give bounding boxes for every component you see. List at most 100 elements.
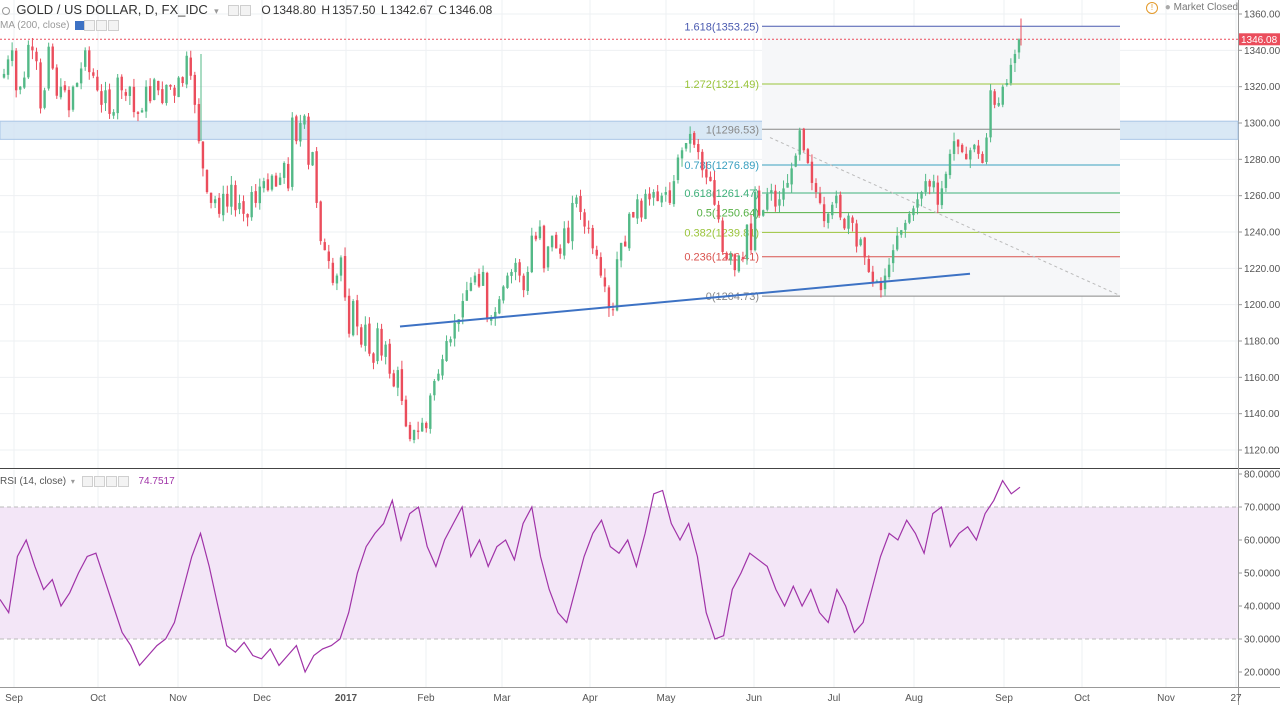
candle-body [575, 197, 578, 204]
candle-body [713, 180, 716, 205]
price-tick-label: 1360.00 [1244, 10, 1280, 21]
candle-body [173, 87, 176, 96]
trendline[interactable] [399, 272, 971, 328]
candle-body [652, 192, 655, 198]
candle-body [6, 59, 10, 75]
candle-body [1005, 83, 1009, 85]
time-tick-label: Jul [828, 693, 841, 704]
candlestick-series [0, 18, 1238, 444]
candle-body [912, 208, 915, 216]
rsi-value: 74.7517 [138, 476, 175, 488]
candle-body [55, 67, 58, 96]
settings-icon[interactable] [84, 20, 96, 31]
candle-body [725, 252, 728, 260]
candle-body [96, 76, 99, 91]
candle-body [741, 257, 745, 260]
candle-body [559, 248, 562, 254]
market-status[interactable]: ! ● Market Closed [1146, 2, 1238, 14]
time-tick-label: Apr [582, 693, 598, 704]
rsi-tick-label: 50.0000 [1244, 569, 1280, 580]
fib-level-label: 0.236(1226.41) [684, 252, 759, 264]
price-tick-label: 1200.00 [1244, 300, 1280, 311]
candle-body [896, 235, 899, 250]
candle-body [327, 251, 330, 262]
time-tick-label: Sep [5, 693, 23, 704]
status-dot-icon: ● [1164, 2, 1171, 13]
candle-body [790, 168, 793, 185]
plus-icon[interactable] [105, 476, 117, 487]
candle-body [867, 259, 870, 272]
time-tick-label: 2017 [335, 693, 358, 704]
candle-body [729, 253, 732, 261]
candle-body [798, 130, 801, 155]
eye-icon[interactable] [228, 5, 239, 17]
candle-body [201, 141, 205, 169]
eye-icon[interactable] [81, 476, 93, 487]
candle-body [27, 44, 30, 78]
time-tick-label: Sep [995, 693, 1013, 704]
candle-body [1009, 64, 1013, 84]
candle-body [331, 262, 335, 283]
chevron-down-icon[interactable]: ▾ [214, 6, 219, 16]
candle-body [802, 128, 806, 151]
rsi-axis[interactable]: 20.0000 30.0000 40.0000 50.0000 60.0000 70.00… [1238, 470, 1280, 679]
settings-icon[interactable] [93, 476, 105, 487]
candle-body [104, 90, 107, 104]
plus-icon[interactable] [96, 20, 108, 31]
candle-body [266, 179, 270, 191]
fibonacci-retracement[interactable]: 1.618(1353.25) 1.272(1321.49) 1(1296.53) 0.… [684, 21, 1121, 303]
rsi-label[interactable]: RSI (14, close) [0, 476, 67, 488]
close-icon[interactable] [117, 476, 129, 487]
candle-body [766, 193, 769, 210]
price-axis[interactable]: 1120.00 1140.00 1160.00 1180.00 1200.00 1220.… [1238, 10, 1280, 457]
candle-body [63, 85, 67, 91]
candle-body [185, 55, 188, 85]
settings-icon[interactable] [240, 5, 251, 17]
candle-body [303, 115, 306, 125]
candle-body [985, 137, 988, 162]
candle-body [538, 226, 542, 239]
candle-body [88, 50, 91, 73]
rsi-tick-label: 60.0000 [1244, 536, 1280, 547]
candle-body [437, 373, 440, 381]
candle-body [721, 220, 724, 252]
candle-body [368, 323, 371, 354]
time-axis[interactable]: Sep Oct Nov Dec 2017 Feb Mar Apr May Jun Jul Aug Sep… [5, 693, 1242, 704]
rsi-polyline [0, 479, 1021, 674]
candle-body [749, 223, 753, 251]
candle-body [230, 184, 233, 207]
price-tick-label: 1280.00 [1244, 155, 1280, 166]
candle-body [84, 50, 87, 67]
symbol-title[interactable]: GOLD / US DOLLAR, D, FX_IDC [16, 2, 208, 17]
collapse-icon[interactable] [2, 6, 10, 15]
candle-body [396, 370, 400, 388]
candle-body [43, 90, 46, 108]
candle-body [433, 380, 436, 396]
candle-body [376, 328, 379, 362]
candle-body [392, 373, 395, 387]
chevron-down-icon[interactable]: ▾ [70, 477, 75, 487]
candle-body [19, 86, 22, 90]
price-tick-label: 1180.00 [1244, 337, 1280, 348]
candle-body [59, 86, 63, 98]
eye-icon[interactable] [75, 21, 85, 30]
time-tick-label: Oct [1074, 693, 1090, 704]
candle-body [335, 275, 339, 284]
ma-label[interactable]: MA (200, close) [0, 20, 70, 32]
candle-body [23, 77, 26, 88]
candle-body [757, 190, 761, 216]
candle-body [774, 190, 777, 207]
candle-body [632, 212, 635, 218]
candle-body [445, 341, 448, 361]
candle-body [822, 204, 826, 222]
candle-body [299, 123, 302, 142]
last-price-label: 1346.08 [1241, 35, 1278, 46]
candle-body [372, 353, 375, 363]
candle-body [948, 153, 952, 176]
close-icon[interactable] [108, 20, 120, 31]
candle-body [502, 286, 505, 301]
candle-body [481, 271, 485, 286]
candle-body [839, 194, 842, 218]
candle-body [989, 90, 992, 138]
